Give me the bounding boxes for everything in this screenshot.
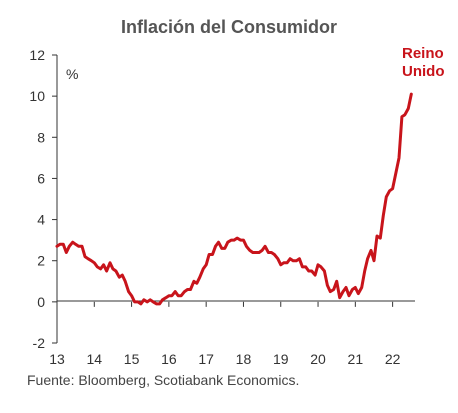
series-label-line-2: Unido <box>402 63 445 80</box>
x-tick-label: 13 <box>49 351 65 367</box>
y-tick-label: -2 <box>33 335 46 351</box>
y-tick-label: 8 <box>37 129 45 145</box>
x-tick-label: 17 <box>198 351 214 367</box>
x-tick-label: 22 <box>385 351 401 367</box>
y-tick-label: 10 <box>29 88 45 104</box>
series-line-reino-unido <box>55 92 413 306</box>
y-tick-label: 0 <box>37 294 45 310</box>
x-tick-label: 14 <box>87 351 103 367</box>
y-tick-label: 12 <box>29 47 45 63</box>
x-axis-ticks: 13 14 15 16 17 18 19 20 21 22 <box>49 301 401 367</box>
x-tick-label: 19 <box>273 351 289 367</box>
y-unit-label: % <box>66 66 78 82</box>
source-note: Fuente: Bloomberg, Scotiabank Economics. <box>27 372 300 388</box>
y-tick-label: 4 <box>37 212 45 228</box>
x-tick-label: 21 <box>348 351 364 367</box>
series-label-line-1: Reino <box>402 45 444 62</box>
y-axis-ticks: -2 0 2 4 6 8 10 12 <box>29 47 57 351</box>
y-tick-label: 2 <box>37 253 45 269</box>
x-tick-label: 15 <box>124 351 140 367</box>
chart-title: Inflación del Consumidor <box>120 17 337 37</box>
x-tick-label: 16 <box>161 351 177 367</box>
y-tick-label: 6 <box>37 170 45 186</box>
x-tick-label: 18 <box>236 351 252 367</box>
x-tick-label: 20 <box>310 351 326 367</box>
